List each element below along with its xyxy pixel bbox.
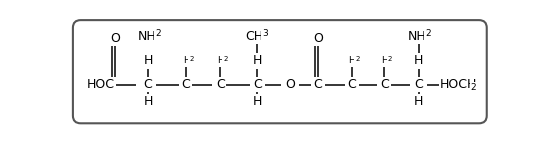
Text: O: O: [110, 32, 120, 45]
Text: C: C: [144, 78, 152, 91]
Text: H: H: [183, 56, 189, 65]
FancyBboxPatch shape: [73, 20, 486, 123]
Text: C: C: [253, 78, 262, 91]
Text: 2: 2: [189, 56, 194, 62]
Text: H: H: [381, 56, 388, 65]
Text: 3: 3: [262, 30, 268, 38]
Text: NH: NH: [138, 30, 157, 43]
Text: HOCH: HOCH: [440, 78, 478, 91]
Text: O: O: [286, 78, 295, 91]
Text: C: C: [216, 78, 224, 91]
Text: 2: 2: [156, 30, 161, 38]
Text: 2: 2: [388, 56, 392, 62]
Text: H: H: [217, 56, 223, 65]
Text: C: C: [380, 78, 389, 91]
Text: CH: CH: [245, 30, 263, 43]
Text: 2: 2: [355, 56, 359, 62]
Text: C: C: [182, 78, 191, 91]
Text: H: H: [253, 54, 262, 67]
Text: H: H: [144, 54, 153, 67]
Text: H: H: [414, 54, 423, 67]
Text: H: H: [144, 95, 153, 108]
Text: 2: 2: [223, 56, 228, 62]
Text: C: C: [414, 78, 423, 91]
Text: O: O: [313, 32, 323, 45]
Text: HOC: HOC: [87, 78, 115, 91]
Text: H: H: [414, 95, 423, 108]
Text: NH: NH: [408, 30, 426, 43]
Text: C: C: [313, 78, 322, 91]
Text: H: H: [253, 95, 262, 108]
Text: 2: 2: [425, 30, 431, 38]
Text: 2: 2: [471, 83, 477, 92]
Text: H: H: [348, 56, 355, 65]
Text: C: C: [347, 78, 357, 91]
